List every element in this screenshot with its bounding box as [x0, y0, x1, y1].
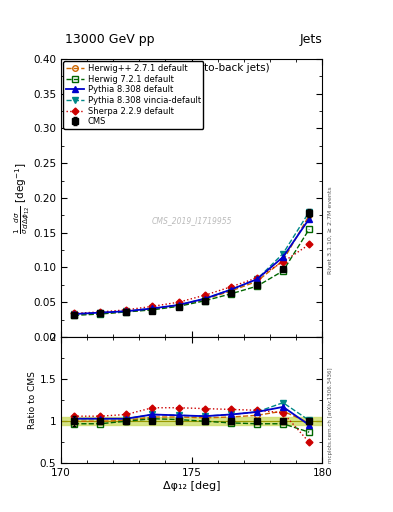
Text: Jets: Jets: [299, 33, 322, 46]
Sherpa 2.2.9 default: [72, 310, 76, 316]
Sherpa 2.2.9 default: [307, 242, 312, 248]
Herwig 7.2.1 default: [281, 268, 285, 274]
Pythia 8.308 default: [307, 216, 312, 222]
Pythia 8.308 default: [255, 276, 259, 282]
Herwig 7.2.1 default: [202, 298, 207, 304]
Y-axis label: Ratio to CMS: Ratio to CMS: [28, 371, 37, 429]
Line: Pythia 8.308 default: Pythia 8.308 default: [71, 216, 312, 317]
Pythia 8.308 vincia-default: [255, 276, 259, 282]
Herwig++ 2.7.1 default: [202, 296, 207, 303]
Herwig 7.2.1 default: [228, 291, 233, 297]
Herwig 7.2.1 default: [72, 312, 76, 318]
Sherpa 2.2.9 default: [255, 275, 259, 281]
Sherpa 2.2.9 default: [124, 307, 129, 313]
Pythia 8.308 default: [98, 310, 103, 316]
X-axis label: Δφ₁₂ [deg]: Δφ₁₂ [deg]: [163, 481, 220, 491]
Pythia 8.308 default: [150, 305, 155, 311]
Pythia 8.308 vincia-default: [228, 287, 233, 293]
Herwig++ 2.7.1 default: [281, 258, 285, 264]
Text: Rivet 3.1.10, ≥ 2.7M events: Rivet 3.1.10, ≥ 2.7M events: [328, 186, 333, 274]
Pythia 8.308 vincia-default: [202, 295, 207, 302]
Herwig++ 2.7.1 default: [150, 306, 155, 312]
Line: Pythia 8.308 vincia-default: Pythia 8.308 vincia-default: [71, 209, 312, 317]
Bar: [61, 417, 322, 425]
Herwig 7.2.1 default: [307, 226, 312, 232]
Pythia 8.308 default: [202, 295, 207, 302]
Sherpa 2.2.9 default: [281, 259, 285, 265]
Text: Δφ(jj) (CMS back-to-back jets): Δφ(jj) (CMS back-to-back jets): [114, 63, 269, 73]
Line: Herwig++ 2.7.1 default: Herwig++ 2.7.1 default: [71, 212, 312, 317]
Herwig++ 2.7.1 default: [98, 310, 103, 316]
Pythia 8.308 vincia-default: [150, 305, 155, 311]
Herwig++ 2.7.1 default: [176, 303, 181, 309]
Text: mcplots.cern.ch [arXiv:1306.3436]: mcplots.cern.ch [arXiv:1306.3436]: [328, 367, 333, 462]
Herwig 7.2.1 default: [176, 303, 181, 309]
Sherpa 2.2.9 default: [202, 292, 207, 298]
Herwig++ 2.7.1 default: [124, 309, 129, 315]
Pythia 8.308 default: [124, 308, 129, 314]
Pythia 8.308 vincia-default: [72, 311, 76, 317]
Sherpa 2.2.9 default: [228, 284, 233, 290]
Pythia 8.308 vincia-default: [307, 209, 312, 215]
Sherpa 2.2.9 default: [98, 309, 103, 315]
Y-axis label: $\frac{1}{\sigma}\frac{d\sigma}{d\Delta\phi_{12}}\ [\mathrm{deg}^{-1}]$: $\frac{1}{\sigma}\frac{d\sigma}{d\Delta\…: [12, 162, 31, 233]
Pythia 8.308 default: [176, 302, 181, 308]
Sherpa 2.2.9 default: [150, 303, 155, 309]
Pythia 8.308 vincia-default: [124, 308, 129, 314]
Pythia 8.308 default: [281, 254, 285, 260]
Sherpa 2.2.9 default: [176, 299, 181, 305]
Herwig 7.2.1 default: [255, 283, 259, 289]
Pythia 8.308 default: [228, 287, 233, 293]
Line: Sherpa 2.2.9 default: Sherpa 2.2.9 default: [72, 242, 312, 316]
Line: Herwig 7.2.1 default: Herwig 7.2.1 default: [71, 226, 312, 318]
Herwig 7.2.1 default: [98, 311, 103, 317]
Herwig 7.2.1 default: [124, 309, 129, 315]
Herwig++ 2.7.1 default: [72, 312, 76, 318]
Pythia 8.308 vincia-default: [98, 310, 103, 316]
Herwig++ 2.7.1 default: [228, 288, 233, 294]
Pythia 8.308 vincia-default: [176, 302, 181, 308]
Legend: Herwig++ 2.7.1 default, Herwig 7.2.1 default, Pythia 8.308 default, Pythia 8.308: Herwig++ 2.7.1 default, Herwig 7.2.1 def…: [63, 61, 203, 129]
Herwig++ 2.7.1 default: [255, 279, 259, 285]
Text: 13000 GeV pp: 13000 GeV pp: [65, 33, 154, 46]
Text: CMS_2019_I1719955: CMS_2019_I1719955: [151, 216, 232, 225]
Herwig 7.2.1 default: [150, 307, 155, 313]
Pythia 8.308 vincia-default: [281, 250, 285, 257]
Pythia 8.308 default: [72, 311, 76, 317]
Herwig++ 2.7.1 default: [307, 212, 312, 219]
